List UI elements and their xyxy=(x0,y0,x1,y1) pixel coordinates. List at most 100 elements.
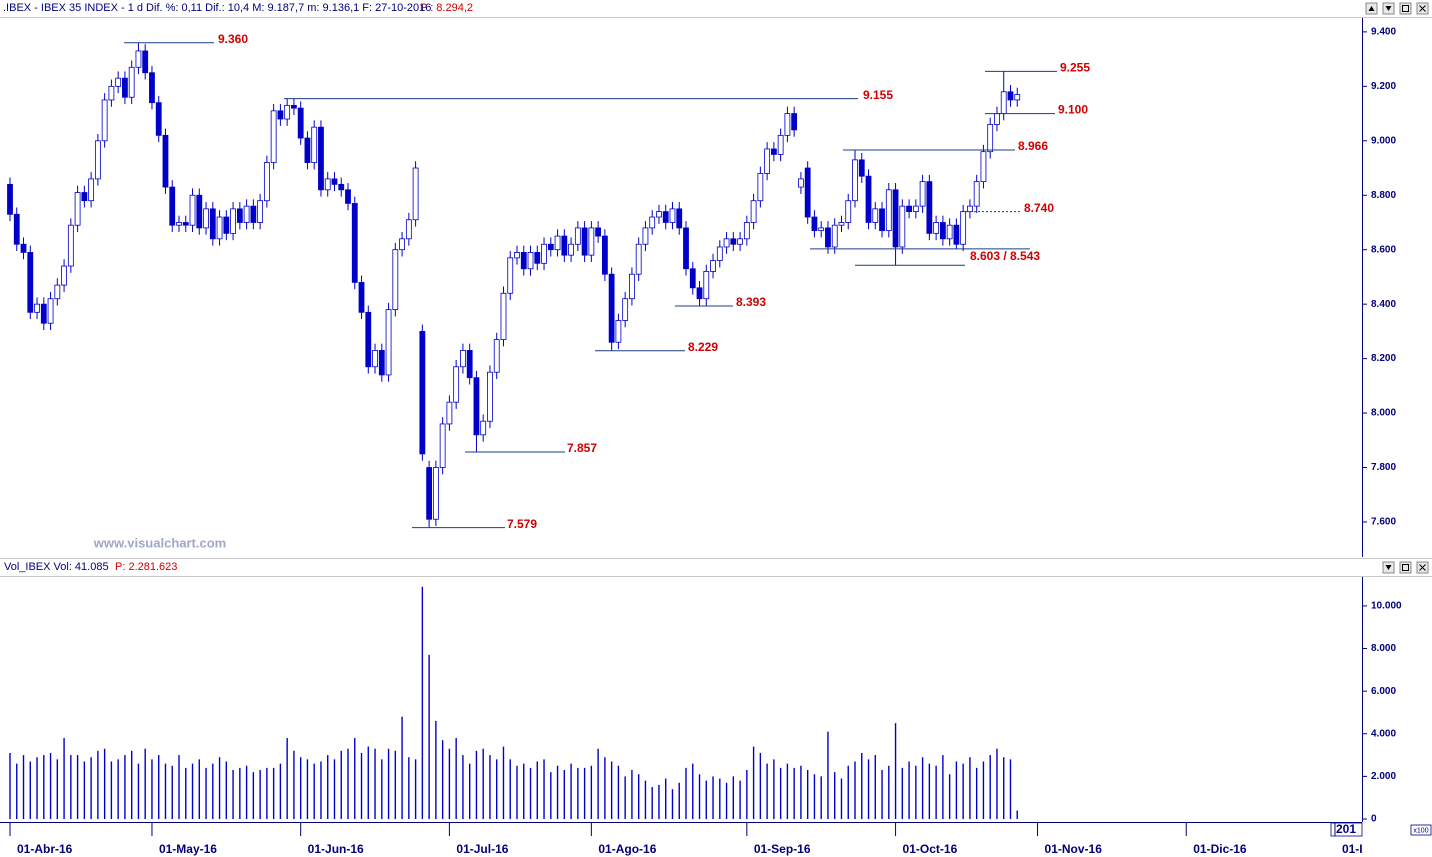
candle-body xyxy=(88,178,95,202)
level-label: 8.966 xyxy=(1018,139,1048,153)
candle-body xyxy=(209,208,216,240)
candle-body xyxy=(629,273,635,300)
y-tick-label: 8.200 xyxy=(1371,353,1396,364)
candle-body xyxy=(946,224,953,240)
candle-body xyxy=(561,235,568,256)
candle-body xyxy=(67,224,74,267)
candle-body xyxy=(230,208,236,234)
candle-body xyxy=(108,85,115,101)
candle-body xyxy=(689,268,696,289)
candle-body xyxy=(466,350,473,379)
candle-body xyxy=(514,252,520,259)
candle-body xyxy=(162,134,169,188)
candle-body xyxy=(716,246,723,261)
window-buttons xyxy=(1365,2,1429,15)
candle-body xyxy=(858,159,865,177)
candle-body xyxy=(446,401,453,425)
candle-body xyxy=(683,227,689,270)
y-tick-label: 8.000 xyxy=(1371,408,1396,419)
icon xyxy=(1419,5,1426,12)
candle-body xyxy=(581,227,588,256)
candle-body xyxy=(953,224,960,245)
level-label: 7.579 xyxy=(507,517,537,531)
candle-body xyxy=(831,224,838,248)
candle-body xyxy=(737,238,743,245)
candle-body xyxy=(703,271,710,300)
y-tick-label: 0 xyxy=(1371,814,1377,825)
candle-body xyxy=(135,50,142,68)
candle-body xyxy=(825,227,831,248)
candle-body xyxy=(331,178,338,185)
candle-body xyxy=(852,159,858,202)
candle-body xyxy=(777,134,784,155)
candle-body xyxy=(527,252,534,270)
candle-body xyxy=(838,222,845,226)
candle-body xyxy=(54,284,61,300)
header-info: .IBEX - IBEX 35 INDEX - 1 d Dif. %: 0,11… xyxy=(3,2,431,14)
candle-body xyxy=(304,137,311,163)
candle-body xyxy=(101,99,108,142)
button-max[interactable] xyxy=(1399,2,1412,15)
x-tick-label: 01-I xyxy=(1342,842,1363,856)
y-tick-label: 7.600 xyxy=(1371,517,1396,528)
level-label: 9.155 xyxy=(863,88,893,102)
candle-body xyxy=(980,151,987,183)
candle-body xyxy=(750,200,757,223)
x-tick-label: 01-Dic-16 xyxy=(1193,842,1247,856)
candle-body xyxy=(263,162,270,202)
y-tick-label: 9.400 xyxy=(1371,27,1396,38)
volume-title: Vol_IBEX Vol: 41.085 xyxy=(4,561,109,573)
candle-body xyxy=(460,350,466,368)
x-tick-label: 01-Oct-16 xyxy=(903,842,958,856)
y-tick-label: 7.800 xyxy=(1371,462,1396,473)
candle-body xyxy=(804,167,811,218)
x-tick-label: 01-Abr-16 xyxy=(17,842,73,856)
candle-body xyxy=(615,320,622,343)
candle-body xyxy=(520,252,527,270)
button-max[interactable] xyxy=(1399,561,1412,574)
y-tick-label: 9.000 xyxy=(1371,135,1396,146)
candle-body xyxy=(574,227,581,245)
candle-body xyxy=(176,222,182,226)
candle-body xyxy=(885,189,892,232)
candle-body xyxy=(899,205,906,248)
candle-body xyxy=(926,181,933,234)
candle-body xyxy=(432,467,439,520)
candle-body xyxy=(764,148,771,174)
candle-body xyxy=(507,257,514,294)
header-price: P : 8.294,2 xyxy=(420,2,473,14)
level-label: 8.740 xyxy=(1024,201,1054,215)
candle-body xyxy=(189,194,196,226)
level-label: 9.255 xyxy=(1060,61,1090,75)
level-label: 9.100 xyxy=(1058,103,1088,117)
icon xyxy=(1419,564,1426,571)
level-label: 7.857 xyxy=(567,441,597,455)
candle-body xyxy=(345,189,351,204)
candle-body xyxy=(142,50,149,74)
candle-body xyxy=(662,211,669,223)
candle-body xyxy=(770,148,777,155)
watermark: www.visualchart.com xyxy=(93,535,226,550)
candle-body xyxy=(311,126,318,163)
unit-label: x100 xyxy=(1413,827,1428,834)
candle-body xyxy=(473,377,480,436)
candle-body xyxy=(419,330,426,455)
candle-body xyxy=(865,175,872,223)
candle-body xyxy=(318,126,324,191)
y-tick-label: 8.000 xyxy=(1371,643,1396,654)
icon xyxy=(1385,565,1392,570)
candle-body xyxy=(791,113,798,131)
candle-body xyxy=(74,192,81,226)
candle-body xyxy=(203,208,209,229)
corner-box xyxy=(1330,822,1363,837)
x-tick-label: 01-Jun-16 xyxy=(308,842,364,856)
candle-body xyxy=(919,181,926,207)
window-buttons xyxy=(1382,561,1429,574)
y-tick-label: 8.800 xyxy=(1371,190,1396,201)
y-tick-label: 4.000 xyxy=(1371,728,1396,739)
level-label: 8.229 xyxy=(688,340,718,354)
candle-body xyxy=(994,113,1000,125)
candle-body xyxy=(872,208,879,223)
candle-body xyxy=(541,243,547,264)
